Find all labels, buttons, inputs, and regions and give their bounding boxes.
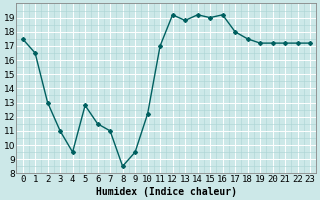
X-axis label: Humidex (Indice chaleur): Humidex (Indice chaleur) <box>96 186 237 197</box>
